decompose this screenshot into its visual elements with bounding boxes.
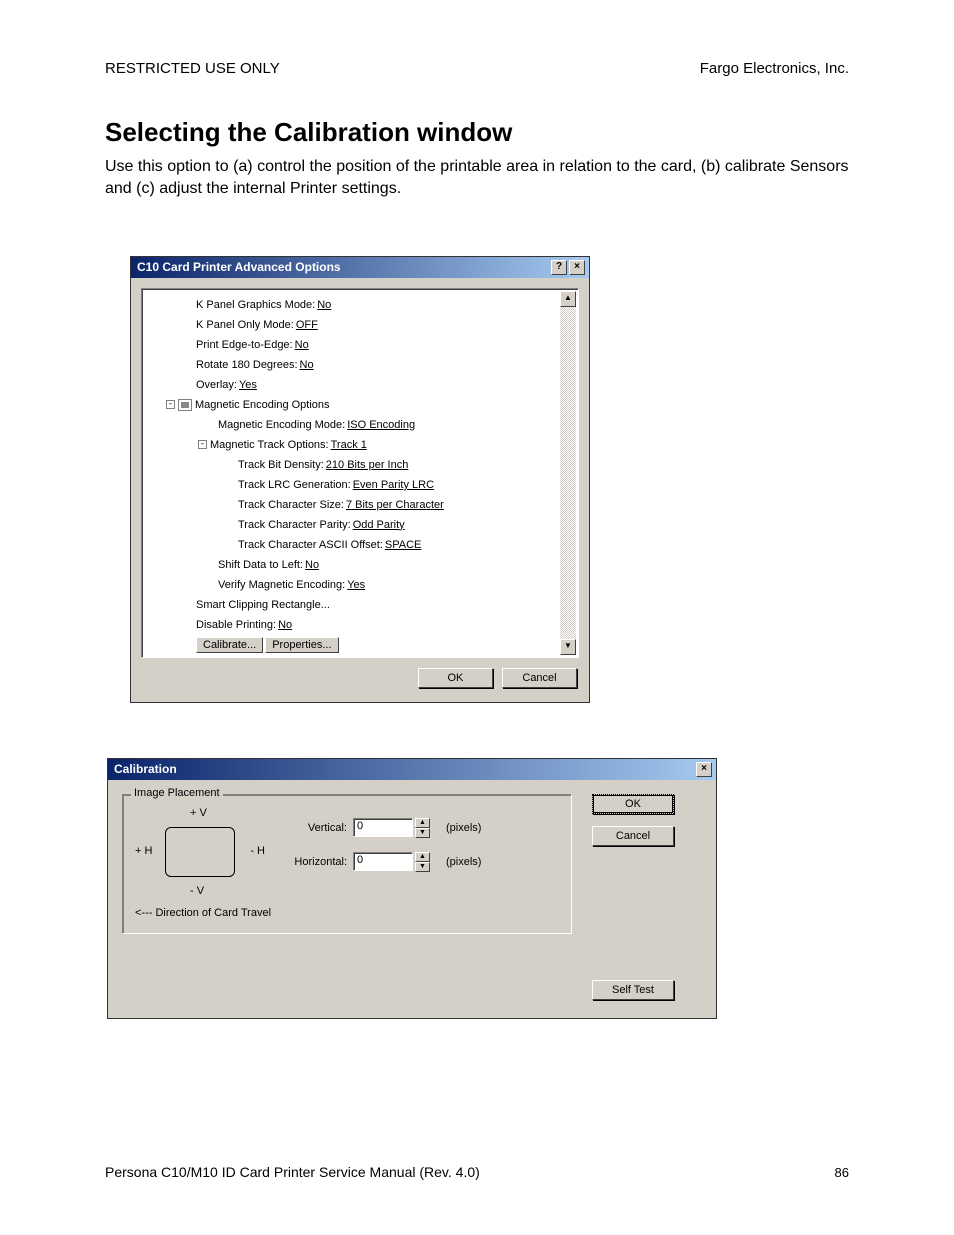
tree-item[interactable]: K Panel Graphics Mode: No bbox=[146, 295, 574, 315]
help-button[interactable]: ? bbox=[551, 260, 567, 275]
item-value: Even Parity LRC bbox=[353, 479, 434, 491]
horizontal-label: Horizontal: bbox=[277, 856, 347, 868]
expander-icon[interactable]: - bbox=[166, 400, 175, 409]
tree-item[interactable]: K Panel Only Mode: OFF bbox=[146, 315, 574, 335]
tree-item[interactable]: Print Edge-to-Edge: No bbox=[146, 335, 574, 355]
footer-text: Persona C10/M10 ID Card Printer Service … bbox=[105, 1164, 480, 1180]
item-label: Disable Printing: bbox=[196, 619, 276, 631]
ok-button[interactable]: OK bbox=[418, 668, 493, 688]
cancel-button[interactable]: Cancel bbox=[502, 668, 577, 688]
cancel-button[interactable]: Cancel bbox=[592, 826, 674, 846]
card-travel-label: <--- Direction of Card Travel bbox=[135, 907, 559, 919]
scroll-up-button[interactable]: ▲ bbox=[560, 291, 576, 307]
close-button[interactable]: × bbox=[696, 762, 712, 777]
vertical-unit: (pixels) bbox=[446, 822, 481, 834]
tree-item[interactable]: Disable Printing: No bbox=[146, 615, 574, 635]
titlebar: Calibration × bbox=[108, 759, 716, 780]
horizontal-down-button[interactable]: ▼ bbox=[415, 862, 430, 872]
vertical-label: Vertical: bbox=[277, 822, 347, 834]
item-value: ISO Encoding bbox=[347, 419, 415, 431]
item-label: Rotate 180 Degrees: bbox=[196, 359, 298, 371]
advanced-options-dialog: C10 Card Printer Advanced Options ? × K … bbox=[130, 256, 590, 703]
header-right: Fargo Electronics, Inc. bbox=[700, 60, 849, 77]
tree-item[interactable]: Magnetic Encoding Mode: ISO Encoding bbox=[146, 415, 574, 435]
tree-item[interactable]: Shift Data to Left: No bbox=[146, 555, 574, 575]
vertical-down-button[interactable]: ▼ bbox=[415, 828, 430, 838]
calibrate-button[interactable]: Calibrate... bbox=[196, 637, 263, 653]
placement-diagram: + V + H - H - V bbox=[135, 807, 265, 897]
tree-item[interactable]: Track Bit Density: 210 Bits per Inch bbox=[146, 455, 574, 475]
tree-item[interactable]: -Magnetic Track Options: Track 1 bbox=[146, 435, 574, 455]
item-label: Track Character Size: bbox=[238, 499, 344, 511]
tree-item[interactable]: Overlay: Yes bbox=[146, 375, 574, 395]
item-value: No bbox=[305, 559, 319, 571]
item-value: Track 1 bbox=[331, 439, 367, 451]
item-label: Overlay: bbox=[196, 379, 237, 391]
item-label: K Panel Only Mode: bbox=[196, 319, 294, 331]
item-label: Magnetic Encoding Options bbox=[195, 399, 330, 411]
titlebar-text: C10 Card Printer Advanced Options bbox=[137, 260, 549, 274]
header-left: RESTRICTED USE ONLY bbox=[105, 60, 280, 77]
vertical-up-button[interactable]: ▲ bbox=[415, 818, 430, 828]
horizontal-unit: (pixels) bbox=[446, 856, 481, 868]
item-value: SPACE bbox=[385, 539, 421, 551]
item-value: Odd Parity bbox=[353, 519, 405, 531]
page-number: 86 bbox=[835, 1165, 849, 1180]
tree-item[interactable]: Track LRC Generation: Even Parity LRC bbox=[146, 475, 574, 495]
item-value: No bbox=[317, 299, 331, 311]
item-label: Track Character ASCII Offset: bbox=[238, 539, 383, 551]
magnetic-icon bbox=[178, 399, 192, 411]
item-label: Track LRC Generation: bbox=[238, 479, 351, 491]
tree-item[interactable]: Smart Clipping Rectangle... bbox=[146, 595, 574, 615]
item-value: Yes bbox=[347, 579, 365, 591]
calibration-dialog: Calibration × Image Placement + V + H - … bbox=[107, 758, 717, 1019]
group-legend: Image Placement bbox=[131, 787, 223, 799]
item-label: Verify Magnetic Encoding: bbox=[218, 579, 345, 591]
item-label: Shift Data to Left: bbox=[218, 559, 303, 571]
image-placement-group: Image Placement + V + H - H - V Vertical… bbox=[122, 794, 572, 934]
options-tree[interactable]: K Panel Graphics Mode: NoK Panel Only Mo… bbox=[141, 288, 579, 658]
item-label: Track Bit Density: bbox=[238, 459, 324, 471]
item-label: Smart Clipping Rectangle... bbox=[196, 599, 330, 611]
item-value: No bbox=[300, 359, 314, 371]
ok-button[interactable]: OK bbox=[592, 794, 674, 814]
tree-item[interactable]: - Magnetic Encoding Options bbox=[146, 395, 574, 415]
tree-item[interactable]: Track Character Size: 7 Bits per Charact… bbox=[146, 495, 574, 515]
card-shape-icon bbox=[165, 827, 235, 877]
item-value: No bbox=[278, 619, 292, 631]
horizontal-input[interactable]: 0 bbox=[353, 852, 413, 871]
tree-item[interactable]: Rotate 180 Degrees: No bbox=[146, 355, 574, 375]
item-value: 7 Bits per Character bbox=[346, 499, 444, 511]
page-header: RESTRICTED USE ONLY Fargo Electronics, I… bbox=[105, 60, 849, 77]
item-value: No bbox=[295, 339, 309, 351]
titlebar: C10 Card Printer Advanced Options ? × bbox=[131, 257, 589, 278]
item-value: Yes bbox=[239, 379, 257, 391]
item-label: Magnetic Encoding Mode: bbox=[218, 419, 345, 431]
scroll-down-button[interactable]: ▼ bbox=[560, 639, 576, 655]
item-label: K Panel Graphics Mode: bbox=[196, 299, 315, 311]
scrollbar[interactable]: ▲ ▼ bbox=[560, 291, 576, 655]
tree-item[interactable]: Verify Magnetic Encoding: Yes bbox=[146, 575, 574, 595]
page-title: Selecting the Calibration window bbox=[105, 117, 849, 148]
horizontal-up-button[interactable]: ▲ bbox=[415, 852, 430, 862]
properties-button[interactable]: Properties... bbox=[265, 637, 338, 653]
expander-icon[interactable]: - bbox=[198, 440, 207, 449]
item-value: OFF bbox=[296, 319, 318, 331]
page-footer: Persona C10/M10 ID Card Printer Service … bbox=[105, 1164, 849, 1180]
tree-item[interactable]: Track Character ASCII Offset: SPACE bbox=[146, 535, 574, 555]
item-label: Track Character Parity: bbox=[238, 519, 351, 531]
item-label: Print Edge-to-Edge: bbox=[196, 339, 293, 351]
self-test-button[interactable]: Self Test bbox=[592, 980, 674, 1000]
titlebar-text: Calibration bbox=[114, 762, 694, 776]
intro-text: Use this option to (a) control the posit… bbox=[105, 156, 849, 201]
close-button[interactable]: × bbox=[569, 260, 585, 275]
tree-item[interactable]: Track Character Parity: Odd Parity bbox=[146, 515, 574, 535]
item-label: Magnetic Track Options: bbox=[210, 439, 329, 451]
item-value: 210 Bits per Inch bbox=[326, 459, 409, 471]
vertical-input[interactable]: 0 bbox=[353, 818, 413, 837]
